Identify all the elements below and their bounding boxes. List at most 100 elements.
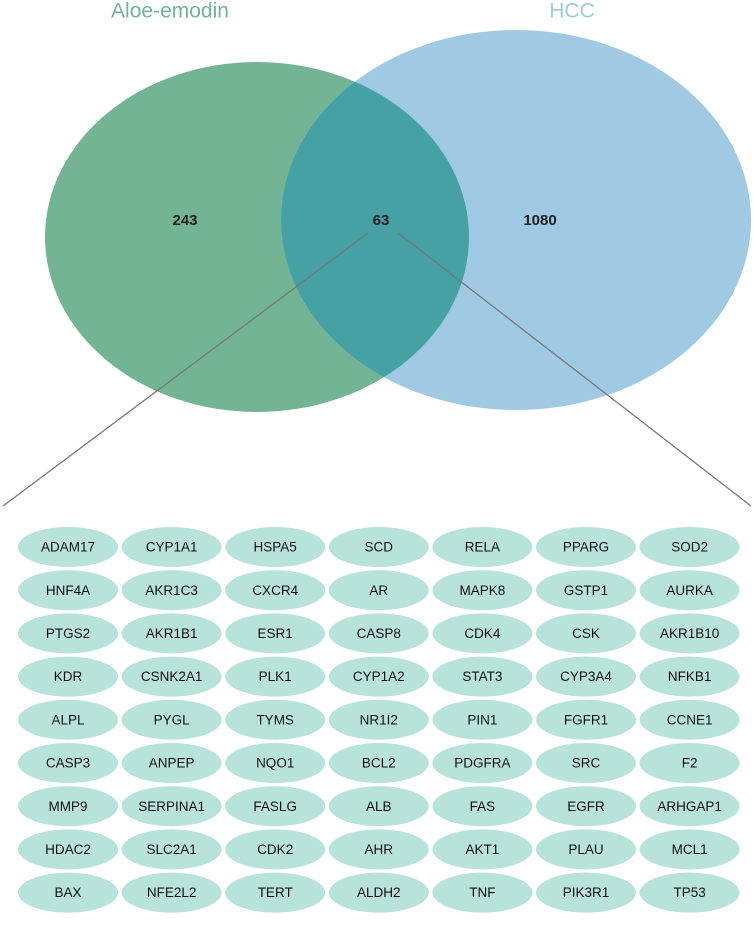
- gene-ellipse: [121, 786, 222, 827]
- gene-label: HSPA5: [254, 540, 297, 555]
- connector-line: [2, 232, 369, 507]
- gene-label: NFKB1: [668, 669, 712, 684]
- gene-ellipse: [18, 872, 118, 913]
- gene-ellipse: [121, 613, 222, 654]
- gene-ellipse: [225, 786, 326, 827]
- gene-label: TYMS: [256, 712, 294, 727]
- gene-ellipse: [121, 829, 222, 870]
- gene-ellipse: [639, 527, 740, 567]
- gene-label: CXCR4: [252, 583, 298, 598]
- gene-label: PLK1: [259, 669, 292, 684]
- count: 1080: [523, 212, 556, 229]
- gene-label: FAS: [470, 799, 496, 814]
- gene-ellipse: [639, 699, 740, 740]
- gene-label: PPARG: [563, 540, 609, 555]
- gene-ellipse: [328, 829, 429, 870]
- gene-ellipse: [121, 570, 222, 611]
- gene-label: CASP3: [46, 756, 90, 771]
- gene-label: ESR1: [258, 626, 293, 641]
- gene-label: EGFR: [567, 799, 605, 814]
- gene-ellipse: [18, 829, 118, 870]
- gene-label: RELA: [465, 540, 500, 555]
- gene-label: TERT: [258, 885, 293, 900]
- gene-label: NQO1: [256, 756, 294, 771]
- gene-label: PIN1: [467, 712, 497, 727]
- gene-ellipse: [18, 786, 118, 827]
- gene-label: CCNE1: [667, 712, 713, 727]
- gene-ellipse: [432, 613, 533, 654]
- gene-label: AKR1B10: [660, 626, 719, 641]
- gene-ellipse: [18, 613, 118, 654]
- gene-label: AKR1B1: [146, 626, 198, 641]
- gene-ellipse: [225, 527, 326, 567]
- gene-ellipse: [121, 656, 222, 697]
- gene-ellipse: [432, 570, 533, 611]
- gene-ellipse: [328, 613, 429, 654]
- gene-ellipse: [639, 656, 740, 697]
- gene-ellipse: [328, 743, 429, 783]
- gene-ellipse: [18, 656, 118, 697]
- gene-label: ALPL: [51, 712, 85, 727]
- gene-ellipse: [225, 829, 326, 870]
- gene-label: AR: [369, 583, 388, 598]
- gene-ellipse: [639, 786, 740, 827]
- gene-ellipse: [536, 570, 636, 611]
- gene-label: CSK: [572, 626, 600, 641]
- gene-label: PDGFRA: [454, 756, 510, 771]
- gene-ellipse: [536, 656, 636, 697]
- gene-label: SOD2: [671, 540, 708, 555]
- gene-label: AHR: [365, 842, 394, 857]
- gene-label: ADAM17: [41, 540, 95, 555]
- gene-label: PYGL: [154, 712, 191, 727]
- gene-label: TNF: [469, 885, 495, 900]
- gene-label: F2: [682, 756, 698, 771]
- gene-label: PLAU: [568, 842, 603, 857]
- gene-ellipse: [225, 613, 326, 654]
- gene-label: SRC: [572, 756, 601, 771]
- gene-ellipse: [432, 527, 533, 567]
- gene-label: ALB: [366, 799, 392, 814]
- gene-label: BAX: [54, 885, 81, 900]
- gene-ellipse: [432, 656, 533, 697]
- gene-label: ALDH2: [357, 885, 401, 900]
- gene-ellipse: [225, 570, 326, 611]
- gene-label: MMP9: [48, 799, 87, 814]
- gene-ellipse: [328, 570, 429, 611]
- gene-label: SLC2A1: [146, 842, 196, 857]
- gene-ellipse: [432, 829, 533, 870]
- gene-label: CSNK2A1: [141, 669, 203, 684]
- gene-ellipse: [639, 829, 740, 870]
- gene-label: NFE2L2: [147, 885, 197, 900]
- gene-ellipse: [328, 656, 429, 697]
- gene-ellipse: [18, 570, 118, 611]
- gene-label: GSTP1: [564, 583, 608, 598]
- gene-ellipse: [432, 699, 533, 740]
- gene-label: SERPINA1: [138, 799, 205, 814]
- gene-label: FASLG: [253, 799, 297, 814]
- gene-ellipse: [18, 743, 118, 783]
- set-label: HCC: [549, 0, 595, 23]
- gene-label: CDK2: [257, 842, 293, 857]
- gene-ellipse: [536, 786, 636, 827]
- gene-ellipse: [536, 613, 636, 654]
- gene-ellipse: [225, 743, 326, 783]
- gene-label: BCL2: [362, 756, 396, 771]
- gene-ellipse: [225, 699, 326, 740]
- gene-label: CYP1A1: [146, 540, 198, 555]
- gene-ellipse: [639, 613, 740, 654]
- gene-ellipse: [328, 786, 429, 827]
- gene-label: HDAC2: [45, 842, 91, 857]
- gene-label: AURKA: [666, 583, 713, 598]
- gene-label: PIK3R1: [563, 885, 610, 900]
- gene-label: HNF4A: [46, 583, 90, 598]
- gene-ellipse: [328, 527, 429, 567]
- count: 243: [172, 212, 197, 229]
- gene-ellipse: [121, 527, 222, 567]
- gene-label: TP53: [673, 885, 705, 900]
- gene-ellipse: [639, 743, 740, 783]
- gene-ellipse: [225, 656, 326, 697]
- gene-ellipse: [536, 743, 636, 783]
- gene-ellipse: [432, 872, 533, 913]
- gene-ellipse: [536, 699, 636, 740]
- gene-label: PTGS2: [46, 626, 90, 641]
